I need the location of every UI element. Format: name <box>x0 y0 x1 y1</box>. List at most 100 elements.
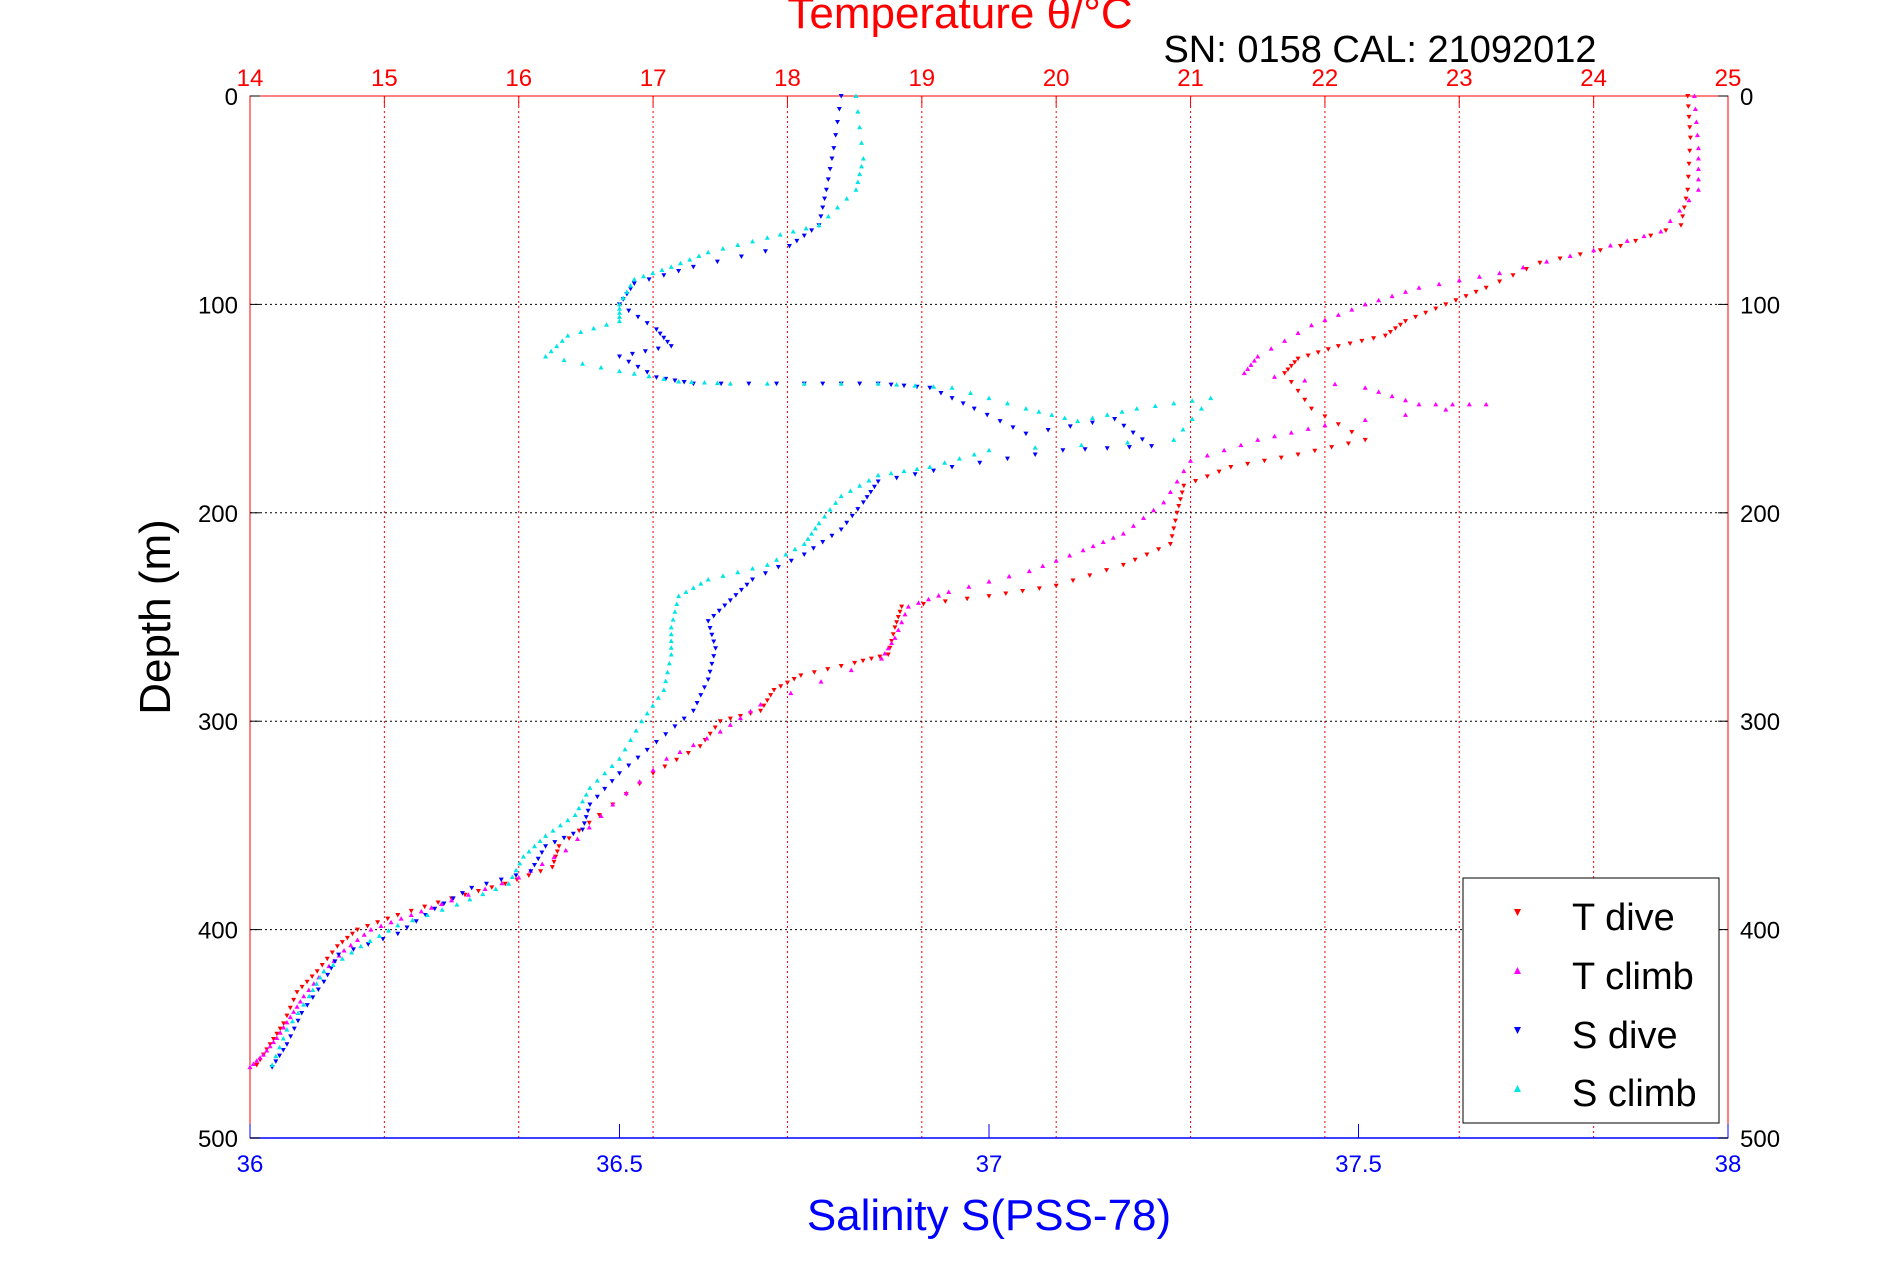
data-point-s-dive <box>801 233 807 239</box>
data-point-t-dive <box>877 654 883 660</box>
data-point-t-climb <box>539 861 545 866</box>
data-point-s-dive <box>971 406 977 412</box>
legend: T dive T climb S dive S climb <box>1462 877 1720 1124</box>
data-point-s-dive <box>661 273 667 278</box>
data-point-s-dive <box>949 396 955 401</box>
data-point-t-climb <box>704 735 710 741</box>
data-point-t-climb <box>281 1025 287 1030</box>
data-point-t-dive <box>1648 233 1654 239</box>
data-point-t-dive <box>1288 363 1294 369</box>
data-point-s-dive <box>635 364 641 370</box>
data-point-t-dive <box>1228 464 1234 470</box>
data-point-s-dive <box>871 484 877 490</box>
data-point-s-climb <box>942 460 948 465</box>
data-point-t-climb <box>586 824 592 830</box>
x-axis-label-salinity: Salinity S(PSS-78) <box>807 1191 1171 1240</box>
data-point-s-dive <box>746 381 752 387</box>
data-point-t-climb <box>1403 412 1409 417</box>
data-point-t-dive <box>1433 306 1439 312</box>
data-point-t-dive <box>1335 344 1341 349</box>
points-layer <box>247 93 1701 1070</box>
data-point-s-dive <box>849 513 855 519</box>
data-point-s-climb <box>857 483 863 488</box>
data-point-t-dive <box>1681 205 1687 210</box>
data-point-t-climb <box>1693 119 1699 125</box>
data-point-t-dive <box>768 693 774 698</box>
chart-title: Temperature θ/°C <box>787 0 1132 38</box>
data-point-s-dive <box>295 1018 301 1024</box>
data-point-t-dive <box>1144 552 1150 557</box>
data-point-s-climb <box>894 382 900 387</box>
temperature-tick-label: 16 <box>505 65 532 92</box>
data-point-t-climb <box>1520 264 1526 270</box>
data-point-t-dive <box>1302 397 1308 403</box>
data-point-t-dive <box>375 920 381 925</box>
data-point-s-dive <box>626 359 632 365</box>
data-point-s-climb <box>301 1002 307 1007</box>
data-point-t-dive <box>674 757 680 763</box>
data-point-t-climb <box>1238 442 1244 448</box>
data-point-s-climb <box>860 156 866 161</box>
data-point-s-climb <box>668 638 674 643</box>
data-point-t-climb <box>895 627 901 633</box>
data-point-s-climb <box>543 833 549 838</box>
data-point-t-climb <box>1443 407 1449 412</box>
data-point-t-dive <box>1463 294 1469 299</box>
legend-label-s-dive: S dive <box>1572 1015 1678 1057</box>
data-point-t-dive <box>890 632 896 637</box>
data-point-s-climb <box>659 267 665 273</box>
data-point-s-dive <box>642 349 648 354</box>
data-point-t-climb <box>1272 433 1278 439</box>
data-point-t-dive <box>1349 430 1355 435</box>
data-point-t-dive <box>1523 266 1529 272</box>
data-point-t-dive <box>1687 148 1693 154</box>
data-point-s-climb <box>493 886 499 891</box>
data-point-t-dive <box>596 812 602 818</box>
data-point-s-dive <box>653 327 659 332</box>
data-point-s-climb <box>790 228 796 234</box>
data-point-t-dive <box>408 908 414 914</box>
data-point-s-climb <box>506 881 512 886</box>
data-point-s-climb <box>314 981 320 986</box>
data-point-s-climb <box>949 385 955 390</box>
data-point-t-dive <box>1285 367 1291 373</box>
data-point-t-climb <box>1026 568 1032 574</box>
data-point-s-climb <box>583 792 589 797</box>
data-point-s-climb <box>609 763 615 769</box>
data-point-s-climb <box>847 488 853 493</box>
data-point-t-climb <box>1188 458 1194 463</box>
data-point-t-climb <box>250 1061 256 1067</box>
data-point-s-climb <box>424 912 430 918</box>
data-point-s-dive <box>705 677 711 683</box>
data-point-s-climb <box>750 566 756 571</box>
data-point-s-dive <box>714 259 720 265</box>
data-point-t-dive <box>761 703 767 709</box>
data-point-s-climb <box>1023 406 1029 411</box>
data-point-s-climb <box>439 907 445 912</box>
data-point-t-climb <box>1288 430 1294 435</box>
data-point-s-dive <box>868 489 874 495</box>
data-point-t-climb <box>936 593 942 598</box>
data-point-t-climb <box>664 756 670 761</box>
data-point-t-dive <box>314 969 320 974</box>
data-point-s-climb <box>956 456 962 461</box>
data-point-t-dive <box>354 927 360 933</box>
data-point-s-dive <box>653 740 659 745</box>
data-point-t-dive <box>334 944 340 949</box>
data-point-s-climb <box>705 576 711 582</box>
data-point-t-dive <box>1325 347 1331 352</box>
data-point-t-dive <box>1371 336 1377 341</box>
data-point-s-climb <box>655 695 661 700</box>
data-point-s-dive <box>722 603 728 609</box>
data-point-s-dive <box>609 779 615 784</box>
data-point-s-climb <box>321 968 327 974</box>
data-point-s-dive <box>875 479 881 485</box>
data-point-t-climb <box>966 584 972 589</box>
data-point-s-climb <box>650 270 656 276</box>
data-point-t-dive <box>551 859 557 865</box>
data-point-s-dive <box>380 936 386 942</box>
data-point-t-dive <box>304 979 310 985</box>
data-point-s-climb <box>714 380 720 386</box>
data-point-s-climb <box>677 260 683 266</box>
data-point-s-climb <box>349 950 355 955</box>
